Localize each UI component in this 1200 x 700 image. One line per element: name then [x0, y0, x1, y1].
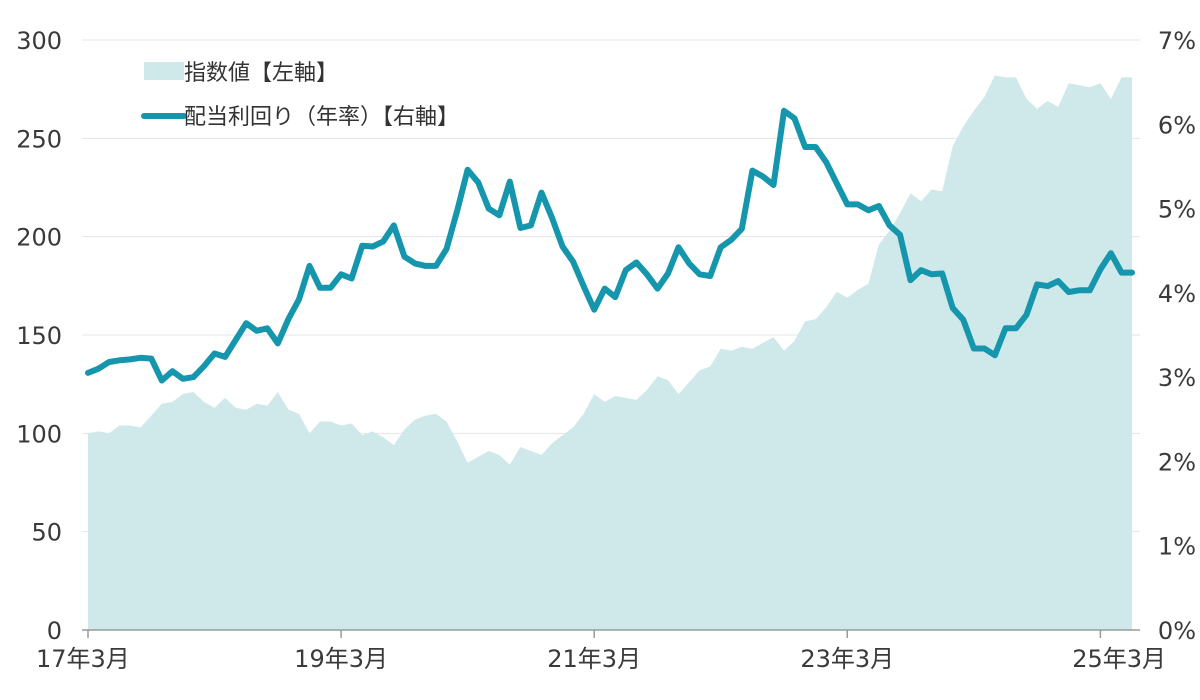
x-axis-tick-label: 21年3月	[547, 645, 641, 673]
left-axis-tick-label: 100	[16, 420, 62, 448]
dividend-yield-line-series	[85, 107, 1135, 384]
left-axis-ticks: 0 50 100 150 200 250 300	[16, 27, 62, 645]
right-axis-tick-label: 0%	[1158, 617, 1196, 645]
left-axis-tick-label: 200	[16, 224, 62, 252]
right-axis-ticks: 0% 1% 2% 3% 4% 5% 6% 7%	[1158, 27, 1196, 645]
legend-area-swatch	[144, 62, 184, 80]
right-axis-tick-label: 5%	[1158, 196, 1196, 224]
x-axis-tick-label: 17年3月	[36, 645, 130, 673]
left-axis-tick-label: 250	[16, 125, 62, 153]
right-axis-tick-label: 2%	[1158, 448, 1196, 476]
index-area-series	[88, 75, 1132, 630]
right-axis-tick-label: 1%	[1158, 533, 1196, 561]
x-axis-tick-label: 25年3月	[1072, 645, 1166, 673]
x-axis-tick-label: 23年3月	[800, 645, 894, 673]
right-axis-tick-label: 3%	[1158, 364, 1196, 392]
x-axis-tick-label: 19年3月	[294, 645, 388, 673]
left-axis-tick-label: 0	[47, 617, 62, 645]
legend-area-label: 指数値【左軸】	[184, 61, 338, 86]
left-axis-tick-label: 150	[16, 322, 62, 350]
legend-line-label: 配当利回り（年率）【右軸】	[184, 105, 459, 130]
left-axis-tick-label: 50	[31, 519, 62, 547]
right-axis-tick-label: 4%	[1158, 280, 1196, 308]
x-axis-ticks: 17年3月 19年3月 21年3月 23年3月 25年3月	[36, 630, 1166, 673]
index-area	[88, 75, 1132, 630]
dividend-yield-line	[85, 107, 1135, 384]
right-axis-tick-label: 7%	[1158, 27, 1196, 55]
legend: 指数値【左軸】 配当利回り（年率）【右軸】	[141, 61, 459, 130]
left-axis-tick-label: 300	[16, 27, 62, 55]
right-axis-tick-label: 6%	[1158, 111, 1196, 139]
